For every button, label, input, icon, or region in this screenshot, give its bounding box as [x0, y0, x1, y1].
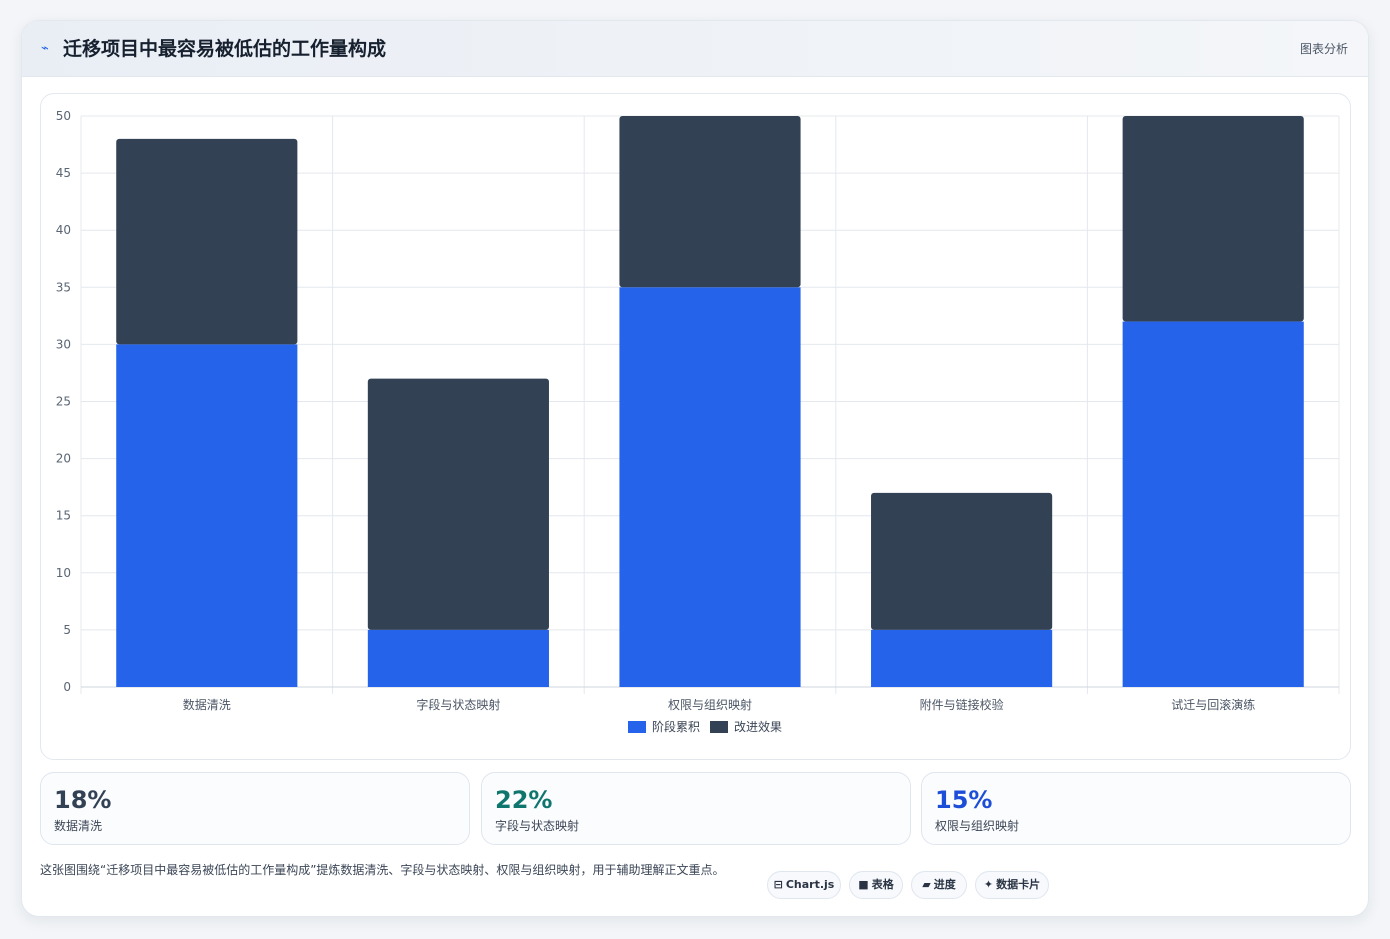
chip-progress[interactable]: ▰ 进度	[911, 871, 967, 899]
bar-segment	[367, 629, 549, 687]
chart-card: ⌁ 迁移项目中最容易被低估的工作量构成 图表分析 0 5 10 15 20 25 30 35 4…	[21, 20, 1369, 917]
stat-label: 数据清洗	[54, 819, 103, 833]
bar-segment	[116, 138, 298, 345]
chip-label: 进度	[933, 878, 956, 891]
y-tick-label: 25	[56, 395, 71, 409]
x-tick-label: 附件与链接校验	[920, 697, 1004, 712]
bar-segment	[619, 287, 801, 687]
bar-segment	[871, 492, 1053, 630]
x-tick-label: 试迁与回滚演练	[1171, 697, 1255, 712]
chip-table[interactable]: ■ 表格	[849, 871, 903, 899]
y-tick-label: 35	[56, 280, 71, 294]
bar-segment	[619, 116, 801, 288]
table-icon: ■	[858, 878, 869, 891]
legend-swatch	[710, 721, 728, 733]
chart-analysis-tag: 图表分析	[1299, 42, 1348, 56]
progress-icon: ▰	[922, 878, 931, 891]
chip-label: 表格	[871, 878, 894, 891]
x-tick-label: 字段与状态映射	[416, 697, 500, 712]
bar-segment	[871, 629, 1053, 687]
legend-swatch	[628, 721, 646, 733]
y-tick-label: 30	[56, 337, 71, 351]
pulse-icon: ⌁	[41, 41, 49, 56]
x-tick-label: 数据清洗	[183, 697, 231, 712]
stat-card-2: 22% 字段与状态映射	[481, 772, 911, 845]
x-tick-label: 权限与组织映射	[668, 697, 752, 712]
chip-data-card[interactable]: ✦ 数据卡片	[975, 871, 1049, 899]
chip-chartjs[interactable]: ⊟ Chart.js	[767, 871, 841, 899]
chart-description: 这张图围绕“迁移项目中最容易被低估的工作量构成”提炼数据清洗、字段与状态映射、权…	[40, 863, 725, 877]
stat-card-3: 15% 权限与组织映射	[921, 772, 1351, 845]
bar-segment	[367, 378, 549, 630]
bar-segment	[116, 344, 298, 687]
y-tick-label: 40	[56, 223, 71, 237]
stat-label: 权限与组织映射	[935, 819, 1020, 833]
bar-segment	[1122, 321, 1304, 687]
stat-card-1: 18% 数据清洗	[40, 772, 470, 845]
y-tick-label: 10	[56, 566, 71, 580]
stat-value: 15%	[935, 786, 993, 814]
legend-label: 阶段累积	[652, 719, 700, 734]
y-tick-label: 5	[63, 623, 71, 637]
chart-panel: 0 5 10 15 20 25 30 35 40 45 50 数据清洗 字段与状态映射 权限与组织映射 附件…	[40, 93, 1351, 760]
stat-value: 18%	[54, 786, 112, 814]
chip-label: Chart.js	[785, 878, 835, 891]
stat-label: 字段与状态映射	[495, 819, 580, 833]
legend-label: 改进效果	[734, 719, 782, 734]
bar-segment	[1122, 116, 1304, 322]
y-tick-label: 45	[56, 166, 71, 180]
y-tick-label: 0	[63, 680, 71, 694]
stacked-bar-chart: 0 5 10 15 20 25 30 35 40 45 50 数据清洗 字段与状态映射 权限与组织映射 附件…	[56, 109, 1340, 734]
stat-value: 22%	[495, 786, 553, 814]
card-header: ⌁ 迁移项目中最容易被低估的工作量构成 图表分析	[22, 21, 1368, 77]
spark-icon: ✦	[983, 878, 994, 891]
y-tick-label: 20	[56, 452, 71, 466]
y-tick-label: 15	[56, 509, 71, 523]
page-title: 迁移项目中最容易被低估的工作量构成	[63, 38, 387, 60]
chip-label: 数据卡片	[996, 878, 1041, 891]
chart-icon: ⊟	[773, 878, 783, 891]
y-tick-label: 50	[56, 109, 71, 123]
